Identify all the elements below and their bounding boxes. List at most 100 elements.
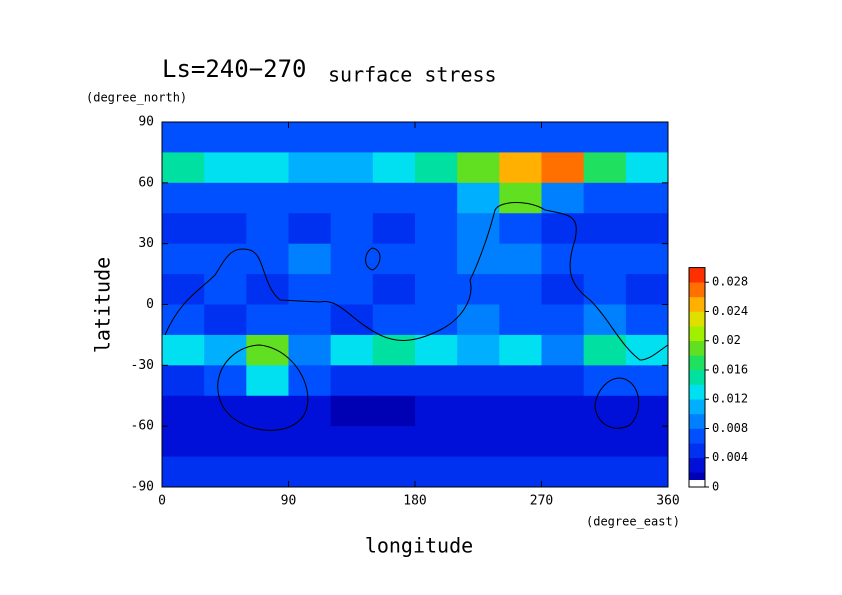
cell bbox=[204, 152, 247, 184]
colorbar-tick-label: 0.02 bbox=[712, 333, 741, 347]
colorbar-tick-label: 0.004 bbox=[712, 450, 748, 464]
cell bbox=[246, 152, 289, 184]
colorbar: 0 0.004 0.008 0.012 0.016 0.02 0.024 0.028 bbox=[688, 267, 748, 494]
x-unit: (degree_east) bbox=[586, 515, 680, 529]
cell bbox=[541, 365, 585, 397]
cell bbox=[457, 182, 500, 214]
cell bbox=[372, 182, 416, 214]
cell bbox=[372, 213, 416, 245]
cell bbox=[457, 243, 500, 275]
y-tick-label: -90 bbox=[131, 480, 154, 495]
cell bbox=[246, 182, 289, 214]
cell bbox=[288, 426, 332, 458]
cell bbox=[330, 365, 374, 397]
cell bbox=[415, 122, 458, 153]
cell bbox=[372, 304, 416, 336]
cell bbox=[499, 213, 542, 245]
cell bbox=[288, 122, 332, 153]
cell bbox=[625, 243, 669, 275]
cell bbox=[204, 365, 247, 397]
cell bbox=[415, 304, 458, 336]
cell bbox=[204, 395, 247, 427]
cell bbox=[415, 182, 458, 214]
topography-contour bbox=[594, 377, 640, 429]
topography-contour bbox=[365, 247, 381, 271]
colorbar-swatch bbox=[689, 443, 705, 459]
cell bbox=[372, 365, 416, 397]
cell bbox=[162, 122, 205, 153]
cell bbox=[204, 456, 247, 488]
cell bbox=[162, 274, 205, 305]
cell bbox=[625, 304, 669, 336]
cell bbox=[330, 243, 374, 275]
cell bbox=[415, 243, 458, 275]
axes: 0 90 180 270 360 -90 -60 -30 0 30 60 90 bbox=[131, 115, 680, 509]
cell bbox=[288, 243, 332, 275]
colorbar-tick-label: 0.028 bbox=[712, 275, 748, 289]
x-tick-label: 90 bbox=[281, 494, 297, 509]
cell bbox=[457, 334, 500, 366]
cell bbox=[415, 334, 458, 366]
colorbar-swatch bbox=[689, 428, 705, 444]
cell bbox=[246, 334, 289, 366]
cell bbox=[499, 395, 542, 427]
cell bbox=[541, 152, 585, 184]
cell bbox=[204, 182, 247, 214]
cell bbox=[583, 395, 627, 427]
cell bbox=[330, 304, 374, 336]
cell bbox=[162, 213, 205, 245]
topography-contour bbox=[217, 344, 309, 431]
colorbar-swatch bbox=[689, 384, 705, 400]
chart-subtitle: surface stress bbox=[328, 63, 497, 87]
cell bbox=[330, 122, 374, 153]
cell bbox=[162, 243, 205, 275]
cell bbox=[541, 456, 585, 488]
cell bbox=[625, 152, 669, 184]
cell bbox=[372, 122, 416, 153]
cell bbox=[583, 365, 627, 397]
cell bbox=[457, 274, 500, 305]
colorbar-tick-label: 0.008 bbox=[712, 421, 748, 435]
colorbar-swatch bbox=[689, 413, 705, 429]
cell bbox=[541, 182, 585, 214]
y-axis-label: latitude bbox=[91, 257, 115, 353]
y-tick-label: 90 bbox=[138, 115, 154, 130]
cell bbox=[541, 334, 585, 366]
cell bbox=[162, 426, 205, 458]
cell bbox=[541, 213, 585, 245]
colorbar-frame bbox=[688, 267, 706, 488]
cell bbox=[415, 365, 458, 397]
cell bbox=[541, 426, 585, 458]
x-tick-label: 0 bbox=[158, 494, 166, 509]
cell bbox=[499, 243, 542, 275]
x-tick-label: 270 bbox=[530, 494, 553, 509]
cell bbox=[457, 426, 500, 458]
cell bbox=[583, 334, 627, 366]
cell bbox=[583, 152, 627, 184]
cell bbox=[541, 122, 585, 153]
topography-contour bbox=[164, 202, 669, 361]
cell bbox=[583, 182, 627, 214]
cell bbox=[288, 304, 332, 336]
cell bbox=[372, 243, 416, 275]
x-tick-label: 180 bbox=[403, 494, 426, 509]
cell bbox=[625, 365, 669, 397]
cell bbox=[415, 395, 458, 427]
cell bbox=[162, 182, 205, 214]
cell bbox=[499, 274, 542, 305]
cell bbox=[162, 456, 205, 488]
cell bbox=[246, 122, 289, 153]
cell bbox=[583, 304, 627, 336]
cell bbox=[415, 274, 458, 305]
colorbar-tick-label: 0.016 bbox=[712, 362, 748, 376]
cell bbox=[330, 274, 374, 305]
cell bbox=[625, 122, 669, 153]
cell bbox=[415, 152, 458, 184]
cell bbox=[541, 243, 585, 275]
colorbar-swatch bbox=[689, 326, 705, 342]
colorbar-swatch bbox=[689, 267, 705, 283]
x-axis-label: longitude bbox=[365, 534, 473, 558]
cell bbox=[625, 426, 669, 458]
